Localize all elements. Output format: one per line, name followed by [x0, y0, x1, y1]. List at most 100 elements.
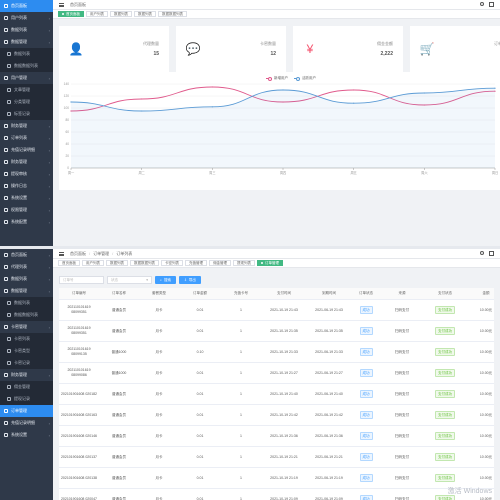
table-row[interactable]: 202110101619 08099135 普通1000 月卡 0.10 1 2021-1…	[59, 342, 494, 363]
sidebar-item[interactable]: 卡密记录	[0, 357, 53, 369]
sidebar-item[interactable]: 提现审核 ›	[0, 168, 53, 180]
table-cell: 成功	[351, 432, 381, 440]
sidebar-item[interactable]: 数据管理 ›	[0, 285, 53, 297]
fullscreen-icon[interactable]	[489, 2, 494, 7]
tab[interactable]: 数据列表	[106, 260, 128, 266]
stat-card[interactable]: 👤 代理数量 15	[59, 26, 169, 72]
search-button[interactable]: ⌕ 搜索	[155, 276, 176, 284]
sidebar-item[interactable]: 数据列表	[0, 48, 53, 60]
column-header[interactable]: 金额	[482, 291, 490, 295]
sidebar-item[interactable]: 数据管理 ›	[0, 36, 53, 48]
export-button[interactable]: ⇩ 导出	[178, 276, 201, 284]
sidebar-item[interactable]: 卡密类型	[0, 345, 53, 357]
tab[interactable]: 数据数据列表	[158, 11, 187, 17]
sidebar-item[interactable]: 系统设置 ›	[0, 429, 53, 441]
sidebar-item-label: 首页面板	[11, 252, 27, 257]
table-row[interactable]: 202101901608 020163 普通会员 月卡 0.01 1 2021-10-19…	[59, 405, 494, 426]
tab[interactable]: 数据数据列表	[130, 260, 159, 266]
sidebar-item[interactable]: 分类管理	[0, 96, 53, 108]
column-header[interactable]: 订单金额	[193, 291, 207, 295]
column-header[interactable]: 充值卡号	[234, 291, 248, 295]
sidebar-item[interactable]: 标签记录	[0, 108, 53, 120]
breadcrumb-section[interactable]: 订单管理	[93, 250, 110, 256]
sidebar-item[interactable]: 财务管理 ›	[0, 156, 53, 168]
table-row[interactable]: 202101901608 020047 普通会员 月卡 0.01 1 2021-10-19…	[59, 489, 494, 500]
search-button-label: 搜索	[163, 277, 171, 282]
sidebar-item[interactable]: 文章管理	[0, 84, 53, 96]
sidebar-item[interactable]: 权限管理 ›	[0, 204, 53, 216]
menu-toggle-icon[interactable]	[59, 251, 64, 256]
tab[interactable]: 首页面板	[58, 11, 84, 17]
column-header[interactable]: 订单状态	[359, 291, 373, 295]
yen-icon: ¥	[306, 42, 314, 56]
breadcrumb-home[interactable]: 首页面板	[70, 250, 86, 256]
sidebar-item[interactable]: 卡密列表	[0, 333, 53, 345]
sidebar-item[interactable]: 用户管理 ›	[0, 72, 53, 84]
search-input[interactable]: 订单号	[59, 276, 104, 284]
sidebar-item[interactable]: 订单管理	[0, 405, 53, 417]
status-select[interactable]: 状态 ▾	[107, 276, 152, 284]
column-header[interactable]: 支付时间	[277, 291, 291, 295]
sidebar-item[interactable]: 财务管理 ›	[0, 369, 53, 381]
column-header[interactable]: 订单编号	[72, 291, 86, 295]
table-row[interactable]: 202110101619 08099351 普通会员 月卡 0.01 1 2021-10-…	[59, 321, 494, 342]
sidebar-item[interactable]: 充值记录明细 ›	[0, 417, 53, 429]
search-icon[interactable]	[480, 2, 484, 6]
sidebar-item[interactable]: 提现记录	[0, 393, 53, 405]
tab-active[interactable]: 订单管理	[257, 260, 283, 266]
x-tick-label: 周二	[138, 170, 144, 175]
legend-item[interactable]: 新增用户	[266, 76, 288, 82]
table-cell: 成功	[351, 474, 381, 482]
sidebar-item[interactable]: 系统配置 ›	[0, 216, 53, 228]
stat-card[interactable]: ¥ 佣金金额 2,222	[293, 26, 403, 72]
table-cell: 0.01	[196, 328, 204, 333]
tab[interactable]: 卡密列表	[161, 260, 183, 266]
column-header[interactable]: 来源	[398, 291, 406, 295]
sidebar-item[interactable]: 用户列表 ›	[0, 12, 53, 24]
table-row[interactable]: 202101901608 020138 普通会员 月卡 0.01 1 2021-10-19…	[59, 468, 494, 489]
sidebar-item[interactable]: 数据列表	[0, 297, 53, 309]
stat-card[interactable]: 💬 卡密数量 12	[176, 26, 286, 72]
sidebar-item[interactable]: 数据数据列表	[0, 309, 53, 321]
sidebar-item[interactable]: 订单列表 ›	[0, 132, 53, 144]
tab[interactable]: 首页面板	[58, 260, 80, 266]
tab[interactable]: 数据列表	[134, 11, 156, 17]
search-icon[interactable]	[480, 251, 484, 255]
table-row[interactable]: 202101901608 020182 普通会员 月卡 0.01 1 2021-10-19…	[59, 384, 494, 405]
sidebar-item[interactable]: 数据列表 ›	[0, 273, 53, 285]
menu-toggle-icon[interactable]	[59, 2, 64, 7]
table-row[interactable]: 202110101619 08099351 普通会员 月卡 0.01 1 2021-10-…	[59, 300, 494, 321]
sidebar-item[interactable]: 财务管理 ›	[0, 120, 53, 132]
table-row[interactable]: 202101901608 020146 普通会员 月卡 0.01 1 2021-10-19…	[59, 426, 494, 447]
tab[interactable]: 提现列表	[233, 260, 255, 266]
menu-icon	[4, 265, 8, 269]
tab[interactable]: 充值管理	[185, 260, 207, 266]
breadcrumb-current: 订单列表	[116, 250, 133, 256]
legend-item[interactable]: 活跃用户	[294, 76, 316, 82]
breadcrumb[interactable]: 首页面板	[70, 1, 86, 7]
tab[interactable]: 佣金管理	[209, 260, 231, 266]
sidebar-item[interactable]: 系统设置 ›	[0, 192, 53, 204]
table-row[interactable]: 202110101619 08099086 普通1000 月卡 0.01 1 2021-1…	[59, 363, 494, 384]
sidebar-item[interactable]: 数据列表 ›	[0, 24, 53, 36]
column-header[interactable]: 支付状态	[438, 291, 452, 295]
column-header[interactable]: 到期时间	[322, 291, 336, 295]
sidebar-item[interactable]: 操作日志 ›	[0, 180, 53, 192]
tab[interactable]: 用户列表	[86, 11, 108, 17]
table-row[interactable]: 202101901608 020137 普通会员 月卡 0.01 1 2021-10-19…	[59, 447, 494, 468]
tab[interactable]: 用户列表	[82, 260, 104, 266]
sidebar-item[interactable]: 首页面板 ›	[0, 249, 53, 261]
fullscreen-icon[interactable]	[489, 251, 494, 256]
sidebar-item[interactable]: 佣金管理	[0, 381, 53, 393]
tab[interactable]: 数据列表	[110, 11, 132, 17]
stat-card[interactable]: 🛒 订单数量 40	[410, 26, 500, 72]
sidebar-item[interactable]: 数据数据列表	[0, 60, 53, 72]
export-button-label: 导出	[188, 277, 196, 282]
column-header[interactable]: 套餐类型	[152, 291, 166, 295]
sidebar-item[interactable]: 充值记录明细 ›	[0, 144, 53, 156]
data-point	[494, 90, 496, 92]
sidebar-item[interactable]: 代理列表 ›	[0, 261, 53, 273]
sidebar-item[interactable]: 卡密管理 ›	[0, 321, 53, 333]
column-header[interactable]: 订单名称	[112, 291, 126, 295]
sidebar-item[interactable]: 首页面板	[0, 0, 53, 12]
